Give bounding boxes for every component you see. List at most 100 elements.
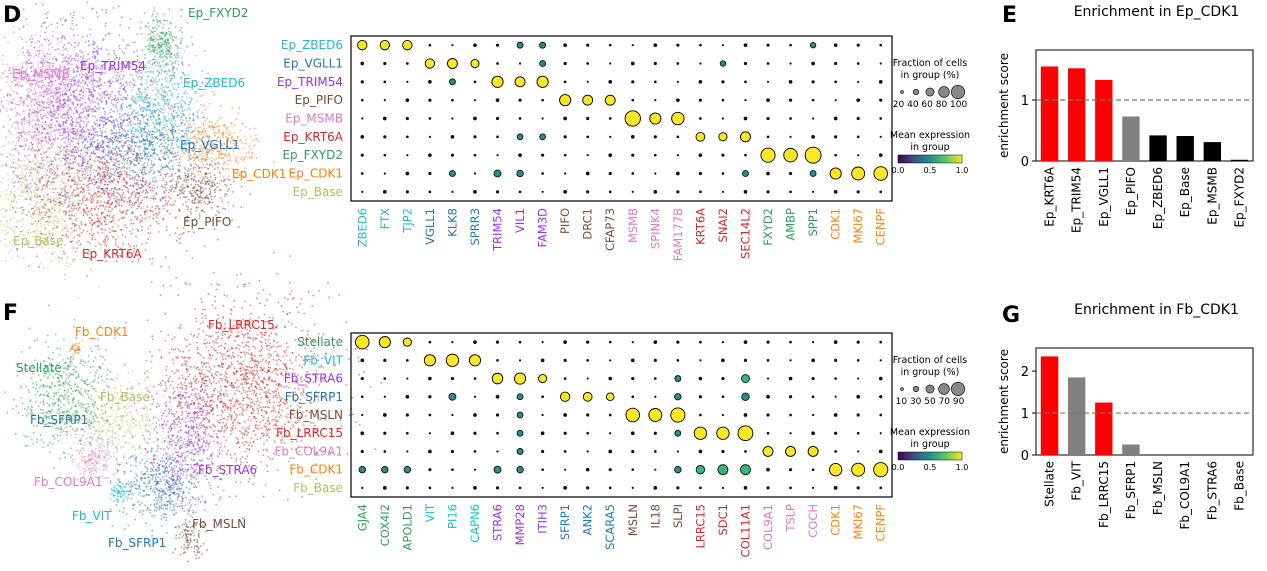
dot xyxy=(563,377,567,380)
dot xyxy=(721,449,725,454)
gene-label: CFAP73 xyxy=(603,208,617,251)
dot xyxy=(406,431,409,435)
gene-label: TRIM54 xyxy=(491,208,505,252)
dot xyxy=(473,153,477,157)
dot xyxy=(496,135,499,139)
dot xyxy=(608,340,612,344)
dot xyxy=(586,190,590,194)
dot xyxy=(586,377,589,380)
dot xyxy=(856,190,860,194)
dot xyxy=(856,413,860,417)
dot xyxy=(541,486,544,489)
dot xyxy=(721,172,725,175)
gene-label: COL11A1 xyxy=(738,504,752,557)
dot xyxy=(449,78,456,86)
dot xyxy=(721,341,725,344)
dot xyxy=(766,135,770,139)
umap-label-ep-base: Ep_Base xyxy=(13,234,63,248)
umap-cluster-ep-zbed6 xyxy=(92,20,229,184)
dot xyxy=(789,340,792,344)
dot xyxy=(358,466,366,474)
dot xyxy=(608,79,613,84)
gene-label: FXYD2 xyxy=(761,208,775,246)
gene-label: AMBP xyxy=(784,208,798,241)
bar xyxy=(1176,135,1194,161)
dot xyxy=(383,358,387,362)
dot xyxy=(608,171,612,176)
dot xyxy=(450,449,455,454)
x-tick-label: Fb_STRA6 xyxy=(1205,461,1219,520)
dot xyxy=(449,170,456,177)
dot xyxy=(829,167,842,180)
y-tick-label: 1 xyxy=(1021,94,1029,109)
dot xyxy=(873,166,888,181)
gene-label: PIFO xyxy=(558,208,572,234)
umap-label-fb-msln: Fb_MSLN xyxy=(192,517,246,531)
dot xyxy=(383,395,386,398)
dot xyxy=(766,171,770,176)
dot xyxy=(856,431,860,435)
dot xyxy=(541,190,544,193)
umap-label-ep-msmb: Ep_MSMB xyxy=(12,67,70,81)
dot xyxy=(428,413,432,417)
dot xyxy=(383,61,387,66)
dot xyxy=(624,110,641,127)
dot xyxy=(744,99,747,102)
gene-label: STRA6 xyxy=(491,504,505,541)
dot xyxy=(631,98,635,102)
gene-label: KRT6A xyxy=(693,208,707,245)
dot xyxy=(630,61,635,66)
dot xyxy=(445,353,460,367)
dot xyxy=(355,334,370,350)
dot xyxy=(879,62,882,65)
dot xyxy=(609,359,612,362)
gene-label: GJA4 xyxy=(355,504,369,531)
x-tick-label: Fb_LRRC15 xyxy=(1097,461,1111,528)
dot xyxy=(856,98,861,103)
dot xyxy=(785,445,797,457)
x-tick-label: Stellate xyxy=(1043,461,1057,507)
dot xyxy=(586,358,590,362)
dot xyxy=(450,431,455,436)
dot xyxy=(473,99,477,102)
dot xyxy=(428,449,432,454)
dot xyxy=(631,44,634,47)
legend-size-dot xyxy=(938,383,950,395)
dot xyxy=(473,413,477,417)
dot xyxy=(695,465,706,475)
dot xyxy=(789,135,792,138)
legend-expression-tick: 0.0 xyxy=(892,166,905,175)
x-tick-label: Ep_Base xyxy=(1178,167,1192,217)
dot xyxy=(833,340,838,344)
dot xyxy=(563,61,567,66)
dot xyxy=(516,411,524,419)
dot xyxy=(721,413,725,417)
dot xyxy=(857,154,860,157)
dot xyxy=(563,486,567,490)
dot xyxy=(744,450,747,453)
dot xyxy=(699,359,702,362)
enrichment-chart-fb-cdk1: Enrichment in Fb_CDK1 Stellate Fb_VIT Fb_LR… xyxy=(997,302,1254,530)
dot xyxy=(804,146,822,164)
dot xyxy=(788,468,793,472)
umap-cluster-fb-col9a1 xyxy=(67,437,118,487)
gene-label: CENPF xyxy=(874,504,888,541)
dot xyxy=(446,58,458,69)
dot xyxy=(361,486,364,489)
legend-size-dot xyxy=(900,90,904,94)
gene-label: SPRR3 xyxy=(468,208,482,246)
dot xyxy=(653,486,658,490)
dot xyxy=(698,449,703,454)
dot xyxy=(406,358,409,362)
dot xyxy=(586,43,590,47)
dot xyxy=(381,466,389,474)
dot xyxy=(473,172,477,175)
dot xyxy=(586,135,590,139)
dot xyxy=(423,354,436,367)
bar xyxy=(1203,142,1221,161)
dot xyxy=(721,395,725,399)
y-tick-label: 1 xyxy=(1021,407,1029,422)
dot xyxy=(563,153,567,157)
dot xyxy=(743,43,748,48)
dot xyxy=(676,358,680,362)
